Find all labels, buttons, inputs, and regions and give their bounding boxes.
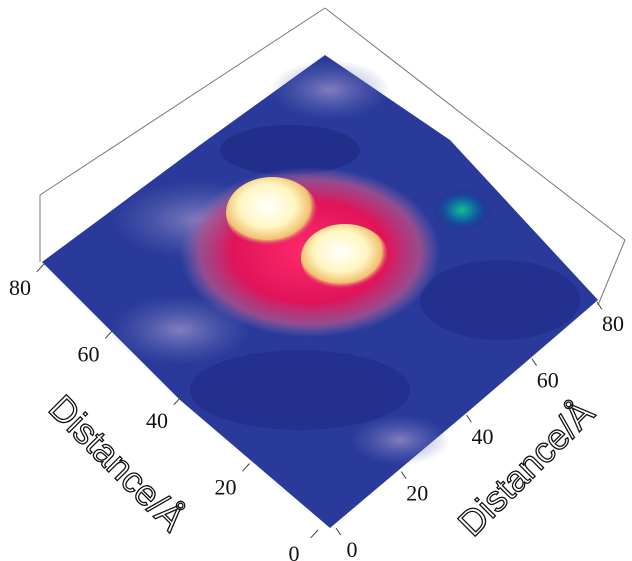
x-tick-label: 80 [9, 275, 31, 300]
x-tick-label: 20 [215, 475, 237, 500]
x-tick [174, 397, 181, 405]
x-axis-title: Distance/Å [41, 387, 193, 539]
y-tick-label: 60 [537, 368, 559, 393]
y-tick [532, 359, 537, 366]
x-tick [311, 530, 318, 538]
y-tick-label: 20 [406, 481, 428, 506]
y-tick-label: 40 [472, 424, 494, 449]
x-tick [242, 464, 249, 472]
y-tick [336, 528, 341, 535]
x-tick-label: 60 [78, 342, 100, 367]
y-tick [597, 302, 602, 309]
y-tick-label: 0 [347, 537, 358, 561]
y-tick [467, 415, 472, 422]
chart: Distance/Å Distance/Å 0 20 40 60 80 0 20 40 60 80 [0, 0, 632, 561]
x-tick-label: 0 [289, 541, 300, 561]
y-tick-label: 80 [602, 311, 624, 336]
x-tick [37, 264, 44, 272]
y-axis-title: Distance/Å [450, 392, 602, 544]
x-tick-label: 40 [146, 408, 168, 433]
y-tick [401, 472, 406, 479]
